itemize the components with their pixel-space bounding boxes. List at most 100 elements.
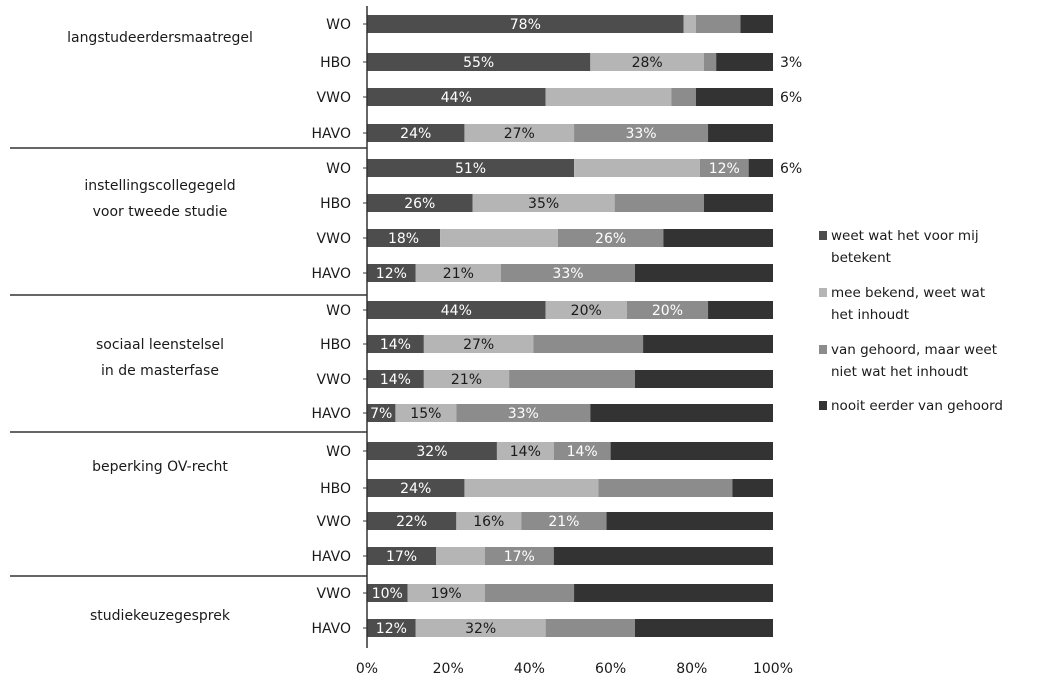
- x-tick-label: 60%: [595, 661, 626, 677]
- bar-segment: [683, 15, 696, 33]
- bar-segment: [484, 584, 575, 602]
- data-label: 44%: [441, 303, 472, 319]
- bar-segment: [553, 442, 611, 460]
- bar-segment: [367, 194, 473, 212]
- bar-segment: [464, 124, 575, 142]
- group-label: beperking OV-recht: [92, 459, 228, 475]
- data-labels: 78% 55% 28% 3% 44% 6% 24% 27% 33% 51% 12% 6% 26% 35% 1…: [370, 17, 802, 637]
- data-label: 51%: [455, 161, 486, 177]
- bar-segment: [699, 159, 749, 177]
- bar-segment: [574, 584, 773, 602]
- bar-segment: [367, 479, 465, 497]
- bar-segment: [415, 619, 546, 637]
- group-label: in de masterfase: [101, 363, 219, 379]
- data-label: 12%: [376, 266, 407, 282]
- bar-segment: [695, 15, 741, 33]
- data-label: 33%: [508, 406, 539, 422]
- bar-segment: [708, 124, 773, 142]
- data-label: 32%: [416, 444, 447, 460]
- category-label: WO: [326, 161, 351, 177]
- category-label: VWO: [317, 514, 351, 530]
- data-label: 16%: [473, 514, 504, 530]
- bar-segment: [500, 264, 635, 282]
- data-label: 22%: [396, 514, 427, 530]
- category-label: HAVO: [311, 406, 351, 422]
- bar-segment: [716, 53, 773, 71]
- data-label: 27%: [504, 126, 535, 142]
- bar-segment: [436, 547, 485, 565]
- data-label: 26%: [595, 231, 626, 247]
- bar-segment: [367, 404, 396, 422]
- data-label: 21%: [548, 514, 579, 530]
- bar-segment: [708, 301, 773, 319]
- data-label: 26%: [404, 196, 435, 212]
- data-label: 20%: [652, 303, 683, 319]
- bar-segment: [740, 15, 773, 33]
- bar-segment: [509, 370, 635, 388]
- group-label: langstudeerdersmaatregel: [67, 30, 253, 46]
- bar-segment: [643, 335, 773, 353]
- legend-label: van gehoord, maar weet: [831, 342, 997, 358]
- bar-segment: [367, 124, 465, 142]
- bar-segment: [423, 335, 534, 353]
- data-label: 32%: [465, 621, 496, 637]
- category-label: WO: [326, 17, 351, 33]
- bar-segment: [423, 370, 510, 388]
- bar-segment: [626, 301, 709, 319]
- legend-label: het inhoudt: [831, 307, 909, 323]
- bar-segment: [367, 584, 408, 602]
- bar-segment: [606, 512, 773, 530]
- bar-segment: [703, 194, 773, 212]
- axes: 0% 20% 40% 60% 80% 100% langstudeerdersmaatreg…: [10, 6, 793, 677]
- bar-segment: [545, 301, 627, 319]
- data-label: 10%: [372, 586, 403, 602]
- bar-segment: [367, 335, 424, 353]
- category-label: HAVO: [311, 621, 351, 637]
- bar-segment: [671, 88, 696, 106]
- group-label: voor tweede studie: [93, 204, 228, 220]
- legend-swatch: [819, 231, 827, 240]
- x-tick-label: 80%: [676, 661, 707, 677]
- x-tick-label: 100%: [753, 661, 793, 677]
- bar-segment: [367, 15, 684, 33]
- legend-swatch: [819, 288, 827, 297]
- category-label: HBO: [320, 337, 351, 353]
- category-label: WO: [326, 444, 351, 460]
- category-label: VWO: [317, 231, 351, 247]
- legend-label: niet wat het inhoudt: [831, 364, 968, 380]
- x-tick-label: 40%: [514, 661, 545, 677]
- bar-segment: [703, 53, 717, 71]
- data-label: 44%: [441, 90, 472, 106]
- category-label: HBO: [320, 196, 351, 212]
- category-label: WO: [326, 303, 351, 319]
- data-label: 14%: [567, 444, 598, 460]
- legend-label: weet wat het voor mij: [831, 228, 979, 244]
- bar-segment: [367, 512, 457, 530]
- data-label: 33%: [625, 126, 656, 142]
- legend: weet wat het voor mij betekent mee bekend,…: [819, 228, 1003, 414]
- bar-segment: [614, 194, 704, 212]
- data-label: 78%: [510, 17, 541, 33]
- data-label: 33%: [552, 266, 583, 282]
- data-label: 12%: [709, 161, 740, 177]
- data-label: 14%: [380, 337, 411, 353]
- bar-segment: [732, 479, 773, 497]
- bar-segment: [521, 512, 607, 530]
- group-label: studiekeuzegesprek: [90, 608, 231, 624]
- bar-segment: [634, 264, 773, 282]
- bar-segment: [407, 584, 485, 602]
- data-label: 3%: [780, 55, 802, 71]
- category-label: VWO: [317, 90, 351, 106]
- bar-segment: [610, 442, 773, 460]
- data-label: 28%: [632, 55, 663, 71]
- data-label: 24%: [400, 126, 431, 142]
- data-label: 27%: [463, 337, 494, 353]
- data-label: 20%: [571, 303, 602, 319]
- x-tick-label: 0%: [356, 661, 378, 677]
- bar-segment: [496, 442, 554, 460]
- bar-segment: [367, 229, 441, 247]
- bar-segment: [464, 479, 599, 497]
- bar-segment: [456, 512, 522, 530]
- data-label: 15%: [410, 406, 441, 422]
- bar-segment: [553, 547, 773, 565]
